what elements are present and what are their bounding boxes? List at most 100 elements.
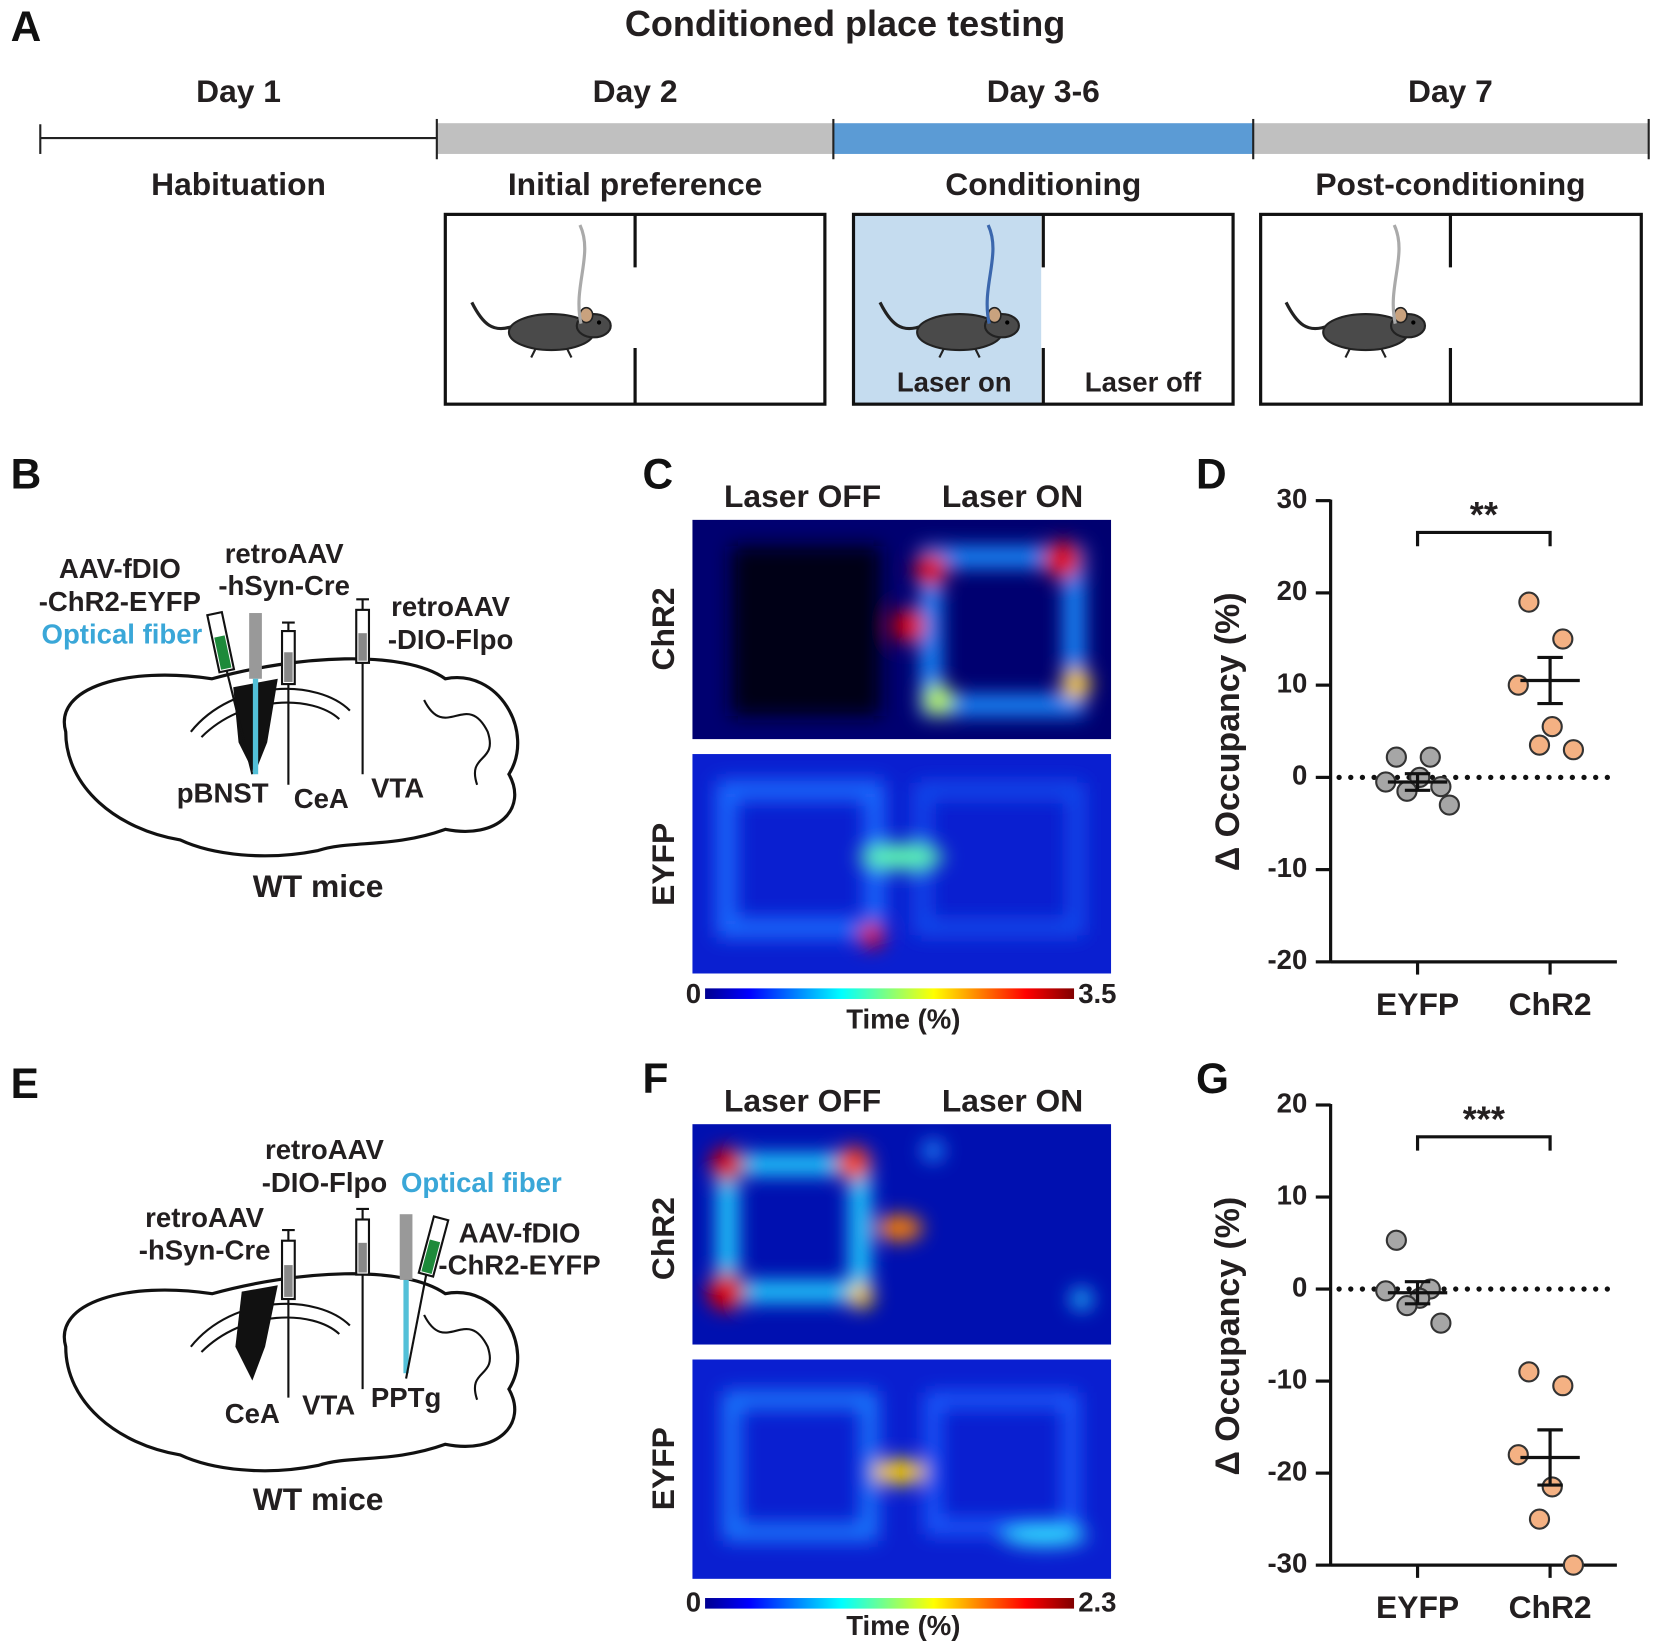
brain-label: -hSyn-Cre <box>218 570 350 601</box>
brain-label: retroAAV <box>225 538 345 569</box>
brain-label: pBNST <box>177 778 269 809</box>
needle <box>405 1274 428 1379</box>
fiber-ferrule <box>249 613 262 679</box>
panel-label: D <box>1196 451 1227 498</box>
syringe-fill <box>214 635 232 670</box>
row-label: ChR2 <box>645 587 681 670</box>
data-point <box>1430 776 1452 798</box>
timeline-segment <box>1253 123 1649 154</box>
data-point <box>1507 1444 1529 1466</box>
y-tick-label: -10 <box>1267 1363 1307 1394</box>
heatmap <box>692 754 1112 974</box>
column-label: Laser ON <box>942 1082 1083 1118</box>
brain-label: CeA <box>225 1398 280 1429</box>
brain-outline <box>62 1272 520 1473</box>
cea-region <box>235 1285 278 1381</box>
data-point <box>1419 746 1441 768</box>
x-tick-label: EYFP <box>1376 1589 1459 1625</box>
panel-label: B <box>11 451 42 498</box>
colorbar-max: 3.5 <box>1078 978 1116 1009</box>
data-point <box>1541 716 1563 738</box>
plunger <box>282 1207 369 1241</box>
panel-title: Conditioned place testing <box>625 3 1065 44</box>
brain-detail <box>190 1302 491 1401</box>
brain-label: Optical fiber <box>42 619 203 650</box>
fiber <box>1391 224 1401 324</box>
data-point <box>1562 739 1585 761</box>
y-tick-label: -20 <box>1267 1455 1307 1486</box>
stage-label: Habituation <box>151 166 326 202</box>
x-tick-label: ChR2 <box>1509 1589 1592 1625</box>
y-tick-label: 20 <box>1277 1087 1308 1118</box>
brain-label: AAV-fDIO <box>59 553 181 584</box>
fiber <box>577 224 587 324</box>
data-point <box>1541 1476 1563 1498</box>
brain-outline <box>62 657 520 858</box>
y-tick-label: -20 <box>1267 944 1307 975</box>
needle <box>225 671 254 775</box>
mouse <box>1284 300 1427 360</box>
row-label: EYFP <box>645 823 681 906</box>
panel-label: E <box>11 1060 39 1107</box>
syringe-fill <box>284 652 293 682</box>
y-tick-label: -30 <box>1267 1547 1307 1578</box>
data-point <box>1375 1280 1397 1302</box>
heatmap <box>692 519 1112 740</box>
stage-label: Conditioning <box>945 166 1141 202</box>
stage-day: Day 7 <box>1408 73 1493 109</box>
panel-label: F <box>643 1055 669 1102</box>
brain-label: Optical fiber <box>401 1167 562 1198</box>
stage-day: Day 1 <box>196 73 281 109</box>
row-label: ChR2 <box>645 1197 681 1280</box>
data-point <box>1518 591 1540 613</box>
data-point <box>1528 1508 1551 1530</box>
arena-divider <box>633 214 1453 405</box>
stage-day: Day 3-6 <box>987 73 1100 109</box>
colorbar-label: Time (%) <box>846 1004 960 1035</box>
brain-label: -hSyn-Cre <box>139 1235 271 1266</box>
syringe-fill <box>421 1239 441 1275</box>
timeline-segment <box>436 123 834 154</box>
zone-label: Laser off <box>1085 366 1202 397</box>
zone-label: Laser on <box>897 366 1012 397</box>
stage-label: Initial preference <box>508 166 762 202</box>
brain-label: retroAAV <box>145 1202 265 1233</box>
timeline-segment <box>833 123 1254 154</box>
brain-label: -DIO-Flpo <box>388 624 513 655</box>
significance-label: *** <box>1463 1098 1505 1139</box>
significance-bracket <box>1415 530 1552 547</box>
caption: WT mice <box>253 868 384 904</box>
y-tick-label: 20 <box>1277 575 1308 606</box>
brain-label: retroAAV <box>391 591 511 622</box>
syringe-fill <box>284 1265 293 1297</box>
column-label: Laser OFF <box>724 1082 881 1118</box>
column-label: Laser OFF <box>724 478 881 514</box>
x-tick-label: ChR2 <box>1509 986 1592 1022</box>
brain-label: VTA <box>302 1389 355 1420</box>
colorbar <box>705 1598 1075 1609</box>
data-point <box>1562 1554 1585 1576</box>
y-tick-label: 10 <box>1277 1179 1308 1210</box>
y-axis-label: Δ Occupancy (%) <box>1209 592 1247 871</box>
syringe-fill <box>358 633 367 661</box>
panel-label: A <box>11 3 42 50</box>
y-tick-label: 30 <box>1277 483 1308 514</box>
brain-label: CeA <box>294 783 349 814</box>
y-tick-label: 0 <box>1292 760 1307 791</box>
plunger <box>282 598 369 632</box>
y-tick-label: 0 <box>1292 1271 1307 1302</box>
row-label: EYFP <box>645 1427 681 1510</box>
data-point <box>1552 628 1574 650</box>
panel-label: G <box>1196 1055 1229 1102</box>
fiber-ferrule <box>399 1214 413 1280</box>
colorbar-label: Time (%) <box>846 1610 960 1641</box>
brain-label: -DIO-Flpo <box>262 1167 387 1198</box>
data-point <box>1396 1295 1418 1317</box>
brain-label: VTA <box>371 772 424 803</box>
mouse <box>470 300 613 360</box>
stage-label: Post-conditioning <box>1315 166 1585 202</box>
brain-label: AAV-fDIO <box>459 1218 581 1249</box>
data-point <box>1552 1375 1574 1397</box>
y-tick-label: 10 <box>1277 667 1308 698</box>
